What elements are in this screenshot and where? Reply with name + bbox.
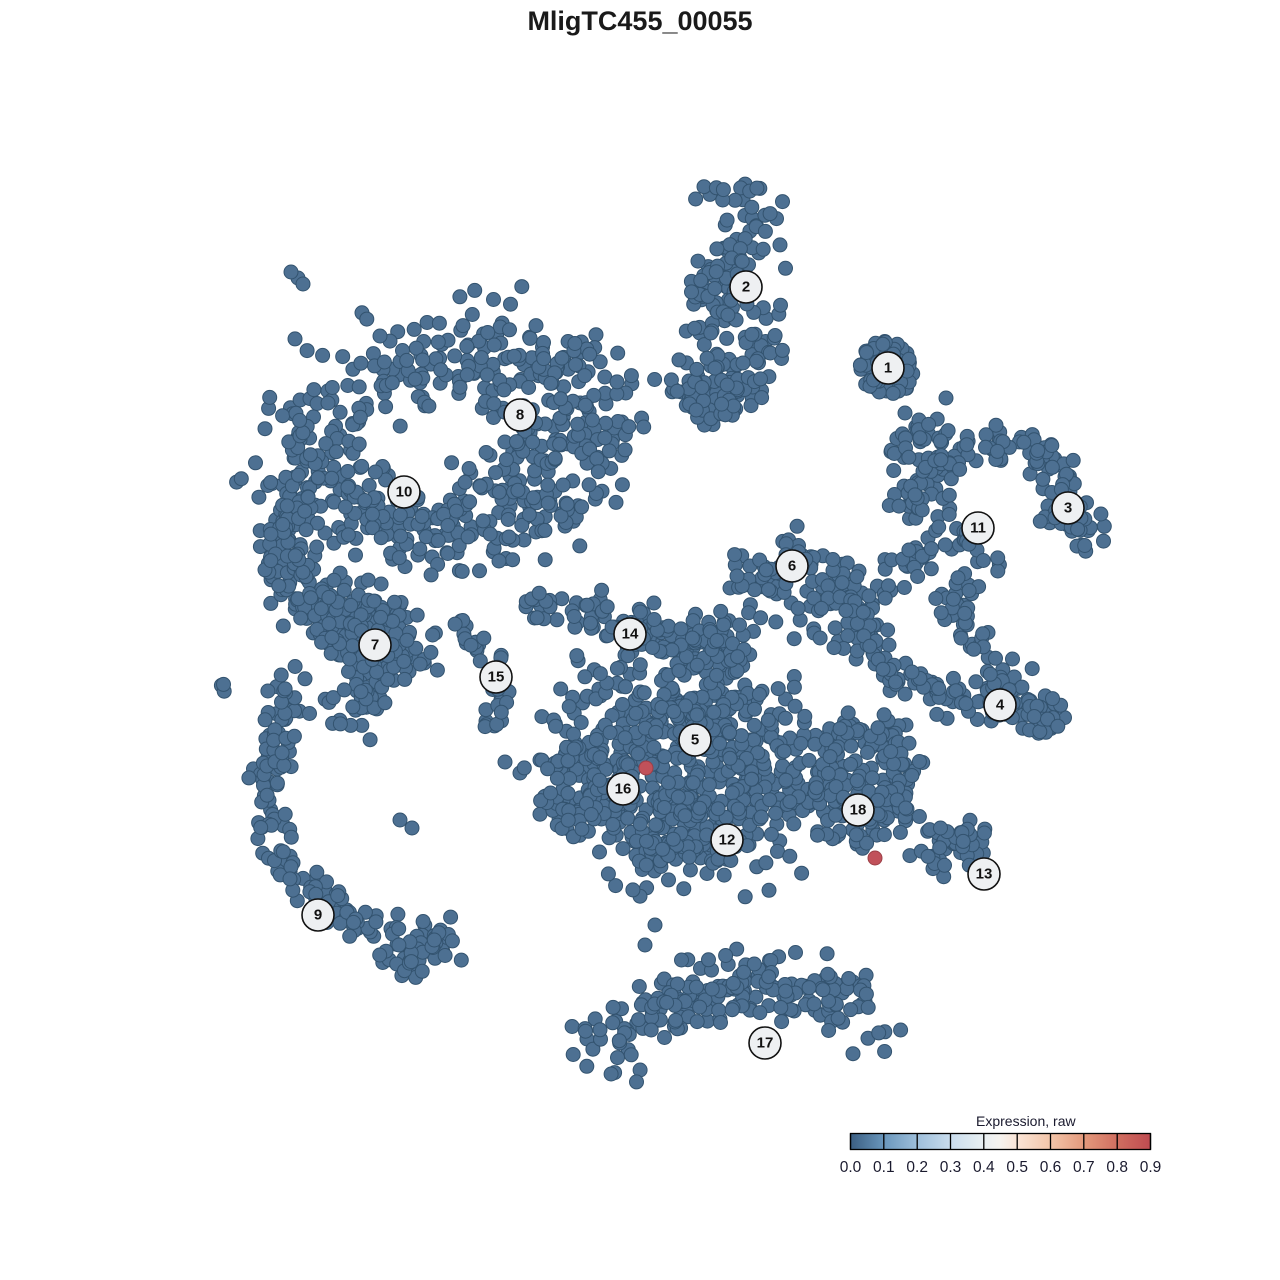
svg-text:9: 9 <box>314 907 322 924</box>
svg-text:8: 8 <box>516 407 524 424</box>
svg-text:17: 17 <box>757 1035 774 1052</box>
svg-text:0.7: 0.7 <box>1073 1159 1095 1176</box>
svg-text:13: 13 <box>976 866 993 883</box>
svg-text:6: 6 <box>788 558 796 575</box>
svg-text:14: 14 <box>622 626 639 643</box>
svg-text:0.5: 0.5 <box>1006 1159 1028 1176</box>
svg-text:0.9: 0.9 <box>1140 1159 1162 1176</box>
svg-text:2: 2 <box>742 279 750 296</box>
svg-text:0.2: 0.2 <box>906 1159 928 1176</box>
svg-text:0.6: 0.6 <box>1040 1159 1062 1176</box>
svg-text:0.4: 0.4 <box>973 1159 995 1176</box>
svg-text:5: 5 <box>691 732 699 749</box>
svg-text:12: 12 <box>719 832 736 849</box>
svg-text:15: 15 <box>488 669 505 686</box>
svg-text:0.8: 0.8 <box>1106 1159 1128 1176</box>
svg-text:4: 4 <box>996 697 1005 714</box>
svg-text:18: 18 <box>850 802 867 819</box>
svg-text:1: 1 <box>884 360 892 377</box>
svg-text:0.1: 0.1 <box>873 1159 895 1176</box>
svg-text:0.3: 0.3 <box>940 1159 962 1176</box>
svg-text:Expression, raw: Expression, raw <box>976 1113 1076 1129</box>
svg-text:16: 16 <box>615 781 632 798</box>
svg-text:7: 7 <box>371 637 379 654</box>
svg-text:0.0: 0.0 <box>840 1159 862 1176</box>
svg-text:10: 10 <box>396 484 413 501</box>
svg-text:3: 3 <box>1064 500 1072 517</box>
svg-text:11: 11 <box>970 520 986 537</box>
